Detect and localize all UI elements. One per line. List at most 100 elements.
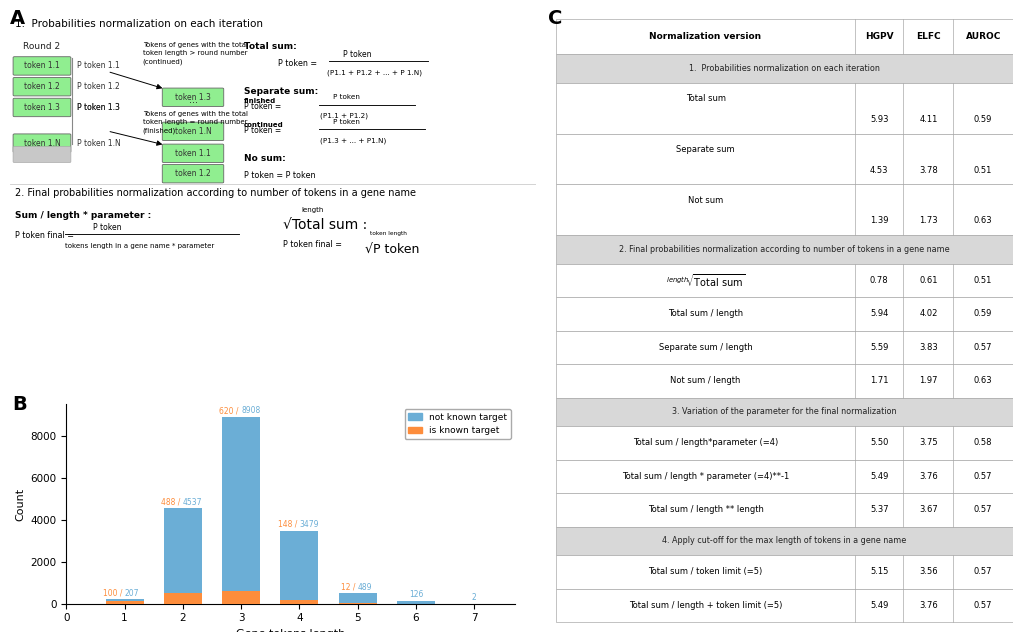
Text: P token: P token [332, 119, 360, 125]
Text: 3.56: 3.56 [918, 568, 936, 576]
Bar [555, 54, 1012, 83]
Text: Separate sum / length: Separate sum / length [658, 343, 752, 352]
Text: 100 /: 100 / [103, 588, 124, 597]
Bar [555, 235, 1012, 264]
Text: token 1.3: token 1.3 [24, 103, 60, 112]
Bar [280, 531, 318, 604]
Text: B: B [12, 395, 26, 414]
Bar [164, 593, 202, 604]
Text: 0.51: 0.51 [973, 166, 991, 174]
Text: 0.57: 0.57 [973, 568, 991, 576]
Text: 3.83: 3.83 [918, 343, 936, 352]
Bar [555, 364, 1012, 398]
Text: token 1.3: token 1.3 [175, 93, 211, 102]
Text: 5.37: 5.37 [869, 506, 888, 514]
Legend: not known target, is known target: not known target, is known target [405, 409, 511, 439]
Bar [555, 459, 1012, 493]
Text: (P1.3 + ... + P1.N): (P1.3 + ... + P1.N) [320, 138, 386, 144]
Text: continued: continued [244, 122, 283, 128]
Text: 4537: 4537 [182, 498, 202, 507]
FancyBboxPatch shape [13, 98, 70, 117]
Bar [555, 426, 1012, 459]
Text: HGPV: HGPV [864, 32, 893, 41]
Text: 4. Apply cut-off for the max length of tokens in a gene name: 4. Apply cut-off for the max length of t… [661, 537, 906, 545]
Bar [555, 398, 1012, 426]
Text: 1.73: 1.73 [918, 216, 936, 226]
Text: Total sum / length + token limit (=5): Total sum / length + token limit (=5) [629, 601, 782, 610]
FancyBboxPatch shape [162, 122, 223, 140]
Text: 12 /: 12 / [340, 583, 358, 592]
Text: 4.11: 4.11 [918, 115, 936, 124]
Bar [164, 509, 202, 604]
Text: 3.75: 3.75 [918, 439, 936, 447]
Bar [396, 601, 434, 604]
Text: 488 /: 488 / [161, 498, 182, 507]
Text: 0.63: 0.63 [973, 216, 991, 226]
Text: 5.49: 5.49 [869, 472, 888, 481]
Text: 3.76: 3.76 [918, 601, 936, 610]
Text: Round 2: Round 2 [23, 42, 60, 51]
Bar [555, 297, 1012, 331]
Text: finished: finished [244, 98, 276, 104]
Text: 0.78: 0.78 [869, 276, 888, 285]
Text: token 1.1: token 1.1 [24, 61, 60, 70]
Text: 1.39: 1.39 [869, 216, 888, 226]
Text: √Total sum :: √Total sum : [283, 219, 367, 233]
Text: 0.59: 0.59 [973, 310, 991, 319]
Text: Tokens of genes with the total
token length > round number
(continued): Tokens of genes with the total token len… [143, 42, 248, 65]
Bar [555, 185, 1012, 235]
Text: tokens length in a gene name * parameter: tokens length in a gene name * parameter [65, 243, 214, 248]
Bar [280, 600, 318, 604]
FancyBboxPatch shape [13, 147, 70, 162]
Bar [222, 417, 260, 604]
Text: 3.78: 3.78 [918, 166, 936, 174]
Bar [555, 526, 1012, 555]
Bar [106, 602, 144, 604]
Text: P token =: P token = [244, 102, 281, 111]
Text: P token: P token [342, 50, 371, 59]
Text: 1.  Probabilities normalization on each iteration: 1. Probabilities normalization on each i… [15, 18, 263, 28]
Text: C: C [547, 9, 561, 28]
FancyBboxPatch shape [13, 134, 70, 152]
Text: token 1.N: token 1.N [174, 127, 211, 136]
Text: 3. Variation of the parameter for the final normalization: 3. Variation of the parameter for the fi… [672, 408, 896, 416]
Text: 5.94: 5.94 [869, 310, 888, 319]
Text: P token 1.3: P token 1.3 [77, 103, 120, 112]
Text: Separate sum: Separate sum [676, 145, 734, 154]
Text: P token: P token [332, 94, 360, 100]
Text: token 1.N: token 1.N [23, 138, 60, 148]
Text: 5.50: 5.50 [869, 439, 888, 447]
Bar [338, 593, 376, 604]
Text: length: length [302, 207, 324, 212]
Text: token 1.1: token 1.1 [175, 149, 211, 158]
Text: Not sum / length: Not sum / length [669, 377, 740, 386]
Text: P token 1.1: P token 1.1 [77, 61, 120, 70]
Bar [555, 493, 1012, 526]
Text: No sum:: No sum: [244, 154, 285, 162]
Text: 5.15: 5.15 [869, 568, 888, 576]
Text: 2: 2 [472, 593, 476, 602]
Y-axis label: Count: Count [15, 487, 24, 521]
Text: 0.57: 0.57 [973, 506, 991, 514]
Text: 2. Final probabilities normalization according to number of tokens in a gene nam: 2. Final probabilities normalization acc… [619, 245, 949, 254]
Text: 5.59: 5.59 [869, 343, 888, 352]
Text: (P1.1 + P1.2): (P1.1 + P1.2) [320, 113, 368, 119]
Text: token length: token length [370, 231, 407, 236]
Text: 1.97: 1.97 [918, 377, 936, 386]
Text: 0.61: 0.61 [918, 276, 936, 285]
Text: Total sum / length*parameter (=4): Total sum / length*parameter (=4) [633, 439, 777, 447]
Bar [555, 20, 1012, 54]
Text: Sum / length * parameter :: Sum / length * parameter : [15, 210, 152, 219]
Text: 0.57: 0.57 [973, 343, 991, 352]
Text: P token final =: P token final = [283, 240, 342, 249]
Text: 0.51: 0.51 [973, 276, 991, 285]
Text: Not sum: Not sum [687, 196, 722, 205]
FancyBboxPatch shape [13, 57, 70, 75]
Text: Separate sum:: Separate sum: [244, 87, 318, 96]
Text: P token =: P token = [244, 126, 281, 135]
Text: A: A [10, 9, 25, 28]
Bar [222, 590, 260, 604]
Text: P token 1.3: P token 1.3 [77, 103, 120, 112]
Text: 0.58: 0.58 [973, 439, 991, 447]
Text: Total sum / length * parameter (=4)**-1: Total sum / length * parameter (=4)**-1 [622, 472, 789, 481]
